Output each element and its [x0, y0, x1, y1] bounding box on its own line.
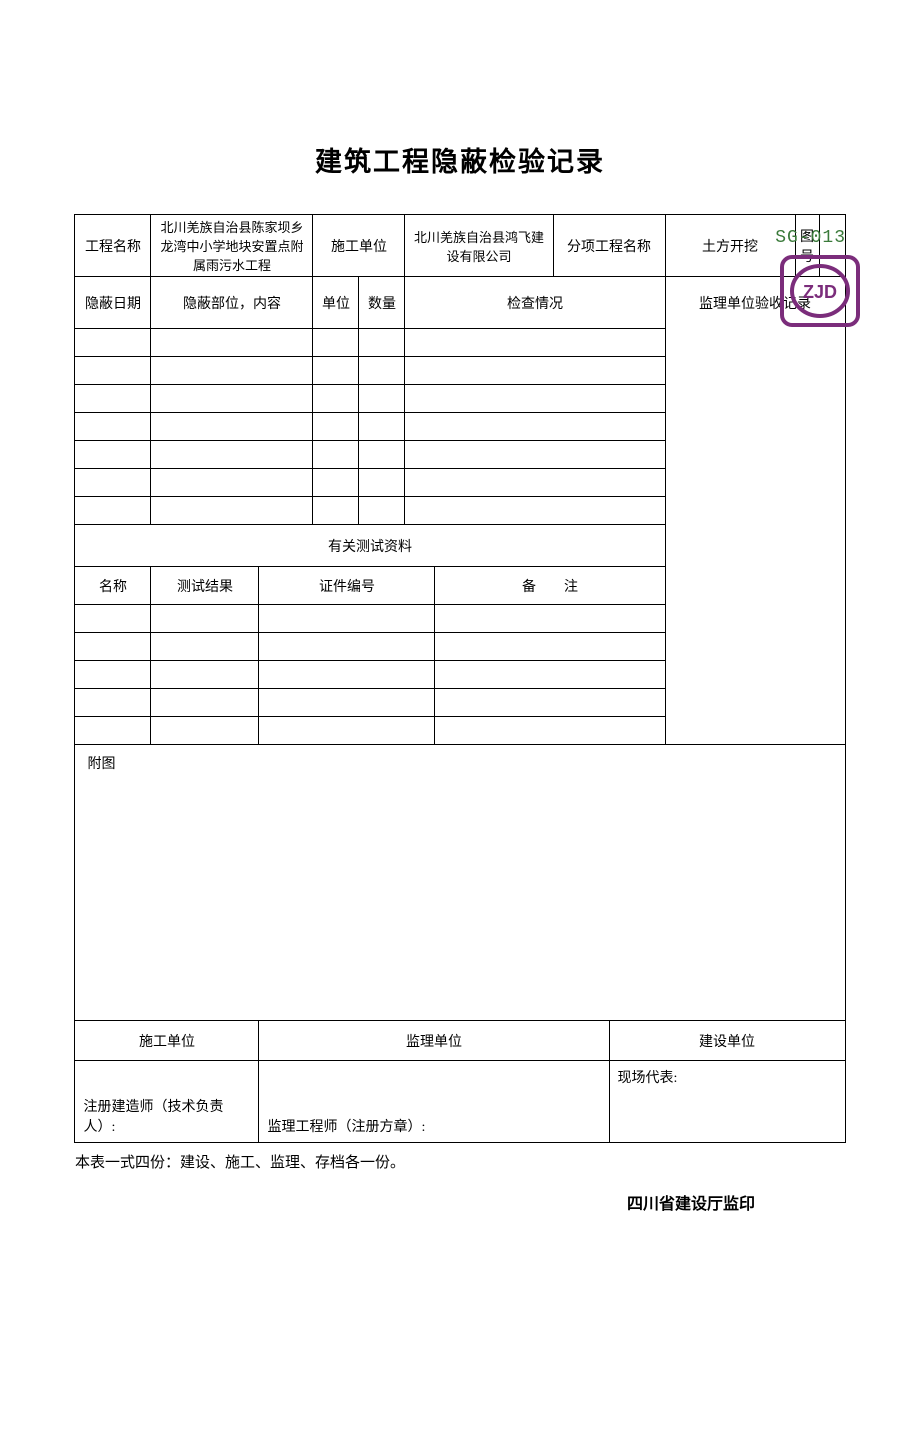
- test-col-name: 名称: [75, 567, 151, 605]
- project-name-label: 工程名称: [75, 215, 151, 277]
- unit-header-row: 施工单位 监理单位 建设单位: [75, 1021, 845, 1061]
- col-supervision-record: 监理单位验收记录: [665, 277, 845, 745]
- test-col-remark: 备 注: [435, 567, 665, 605]
- sig-builder-cell: 注册建造师（技术负责人）:: [75, 1061, 259, 1143]
- col-conceal-part: 隐蔽部位，内容: [151, 277, 313, 329]
- test-col-cert: 证件编号: [259, 567, 435, 605]
- sig-supervisor-label: 监理工程师（注册方章）:: [267, 1116, 600, 1136]
- test-col-result: 测试结果: [151, 567, 259, 605]
- test-section-title: 有关测试资料: [75, 525, 665, 567]
- footer-stamp: 四川省建设厅监印: [75, 1190, 845, 1214]
- main-table: 工程名称 北川羌族自治县陈家坝乡龙湾中小学地块安置点附属雨污水工程 施工单位 北…: [74, 214, 845, 1143]
- unit-build: 建设单位: [609, 1021, 845, 1061]
- col-unit: 单位: [313, 277, 359, 329]
- futu-cell: 附图: [75, 745, 845, 1021]
- sig-siterep-label: 现场代表:: [618, 1067, 837, 1087]
- sig-builder-label: 注册建造师（技术负责人）:: [83, 1096, 250, 1136]
- unit-supervision: 监理单位: [259, 1021, 609, 1061]
- footer-note: 本表一式四份：建设、施工、监理、存档各一份。: [75, 1151, 845, 1172]
- page-title: 建筑工程隐蔽检验记录: [0, 140, 920, 179]
- sig-siterep-cell: 现场代表:: [609, 1061, 845, 1143]
- doc-code: SG-013: [775, 228, 846, 248]
- stamp-logo: ZJD: [780, 255, 860, 327]
- stamp-text: ZJD: [803, 282, 837, 302]
- sig-supervisor-cell: 监理工程师（注册方章）:: [259, 1061, 609, 1143]
- col-qty: 数量: [359, 277, 405, 329]
- sub-project-label: 分项工程名称: [553, 215, 665, 277]
- header-row-1: 工程名称 北川羌族自治县陈家坝乡龙湾中小学地块安置点附属雨污水工程 施工单位 北…: [75, 215, 845, 277]
- unit-construction: 施工单位: [75, 1021, 259, 1061]
- col-inspection: 检查情况: [405, 277, 665, 329]
- construction-unit-value: 北川羌族自治县鸿飞建设有限公司: [405, 215, 553, 277]
- col-conceal-date: 隐蔽日期: [75, 277, 151, 329]
- futu-row: 附图: [75, 745, 845, 1021]
- project-name-value: 北川羌族自治县陈家坝乡龙湾中小学地块安置点附属雨污水工程: [151, 215, 313, 277]
- header-row-2: 隐蔽日期 隐蔽部位，内容 单位 数量 检查情况 监理单位验收记录: [75, 277, 845, 329]
- signature-row: 注册建造师（技术负责人）: 监理工程师（注册方章）: 现场代表:: [75, 1061, 845, 1143]
- construction-unit-label: 施工单位: [313, 215, 405, 277]
